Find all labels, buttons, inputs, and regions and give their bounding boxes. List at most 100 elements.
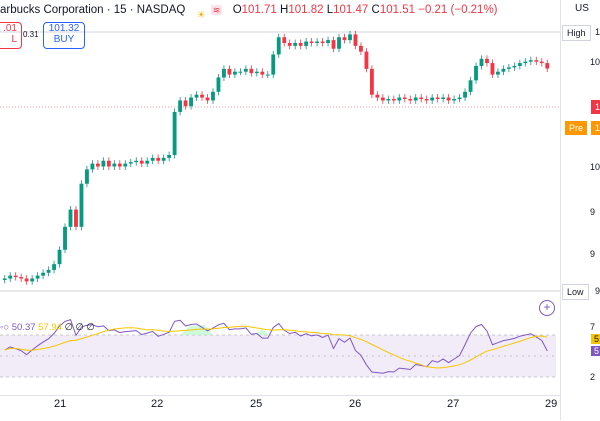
candle-body (167, 155, 172, 158)
candle-body (128, 162, 133, 164)
candle-body (397, 97, 402, 101)
rsi-indicator-icon[interactable]: ◦○ (0, 322, 10, 333)
rsi-lower-label: 2 (590, 372, 596, 382)
candle-body (320, 41, 325, 43)
candle-body (238, 71, 243, 73)
rsi-overbought-fill (255, 329, 270, 335)
candle-body (90, 163, 95, 170)
rsi-ma-value: 57.94 (38, 322, 62, 333)
candle-body (545, 63, 550, 69)
price-tick: 10 (590, 162, 600, 172)
candle-body (101, 160, 106, 167)
candle-body (145, 160, 150, 164)
candle-body (298, 42, 303, 46)
candle-body (474, 65, 478, 81)
candle-body (375, 94, 380, 98)
time-tick: 25 (250, 398, 263, 410)
candle-body (123, 163, 128, 167)
candle-body (8, 275, 13, 279)
sell-price: .01 (3, 23, 17, 34)
candle-body (271, 54, 276, 75)
candle-body (293, 42, 298, 46)
candle-body (506, 67, 511, 69)
candle-body (52, 264, 56, 270)
time-tick: 22 (151, 398, 164, 410)
candle-body (342, 37, 347, 41)
time-tick: 27 (447, 398, 460, 410)
buy-button[interactable]: 101.32 BUY (43, 22, 85, 49)
candle-body (276, 37, 281, 55)
high-value: 10 (591, 25, 600, 39)
candle-body (539, 61, 544, 64)
candle-body (172, 111, 177, 155)
candle-body (501, 68, 506, 72)
candle-body (369, 68, 374, 95)
candle-body (254, 71, 259, 74)
sell-button[interactable]: .01 L (0, 22, 22, 49)
rsi-ma-line (4, 325, 548, 369)
ohlc-open-label: O (232, 4, 242, 16)
candles (2, 30, 550, 285)
candle-body (523, 61, 528, 64)
candle-body (79, 183, 84, 227)
candle-body (41, 272, 46, 276)
candle-body (243, 68, 248, 72)
sun-icon: ☀ (196, 10, 206, 21)
candle-body (380, 97, 385, 101)
currency-label[interactable]: US (575, 3, 589, 14)
candle-body (139, 160, 144, 164)
time-tick: 29 (545, 398, 558, 410)
price-tick: 9 (590, 207, 596, 217)
candle-body (200, 94, 204, 98)
rsi-upper-label: 7 (590, 322, 596, 332)
candle-body (211, 91, 215, 101)
ohlc-close-label: C (371, 4, 380, 16)
time-axis[interactable]: 21 22 25 26 27 29 (0, 395, 560, 421)
rsi-tag: 5 (591, 346, 600, 356)
candle-body (189, 97, 193, 107)
candle-body (326, 40, 330, 43)
candle-body (463, 91, 467, 98)
candle-body (205, 97, 210, 101)
candle-body (315, 41, 320, 43)
candle-body (364, 51, 369, 69)
premarket-value: 10 (591, 121, 600, 135)
candle-body (183, 100, 188, 107)
candle-body (194, 94, 199, 98)
buy-label: BUY (53, 34, 75, 45)
symbol-name: arbucks Corporation · 15 · NASDAQ (0, 4, 186, 16)
rsi-extra-values: ∅ ∅ ∅ (64, 322, 95, 333)
candle-body (260, 71, 265, 75)
ohlc-high-label: H (280, 4, 289, 16)
high-label: High (562, 25, 591, 41)
candle-body (30, 278, 35, 282)
candle-body (117, 163, 122, 167)
candle-body (413, 97, 418, 101)
price-chart[interactable] (0, 0, 560, 395)
candle-body (309, 41, 314, 43)
candle-body (534, 60, 539, 62)
candle-body (134, 160, 139, 163)
candle-body (2, 278, 7, 280)
rsi-overbought-fill (180, 325, 213, 335)
candle-body (468, 80, 473, 92)
candle-body (35, 275, 40, 279)
candle-body (156, 157, 161, 161)
candle-body (161, 157, 166, 161)
candle-body (95, 163, 100, 167)
low-label: Low (562, 284, 589, 300)
add-indicator-icon[interactable]: + (539, 300, 555, 316)
candle-body (13, 275, 18, 278)
waves-icon: ≋ (210, 5, 223, 15)
candle-body (485, 58, 489, 64)
ohlc-open: 101.71 (241, 4, 277, 16)
candle-body (353, 34, 358, 46)
spread-value: 0.31 (23, 30, 39, 39)
candle-body (430, 97, 435, 101)
candle-body (85, 169, 89, 184)
candle-body (227, 68, 232, 75)
candle-body (441, 97, 446, 99)
candle-body (232, 71, 237, 75)
price-tick: 10 (590, 57, 600, 67)
candle-body (479, 58, 484, 66)
